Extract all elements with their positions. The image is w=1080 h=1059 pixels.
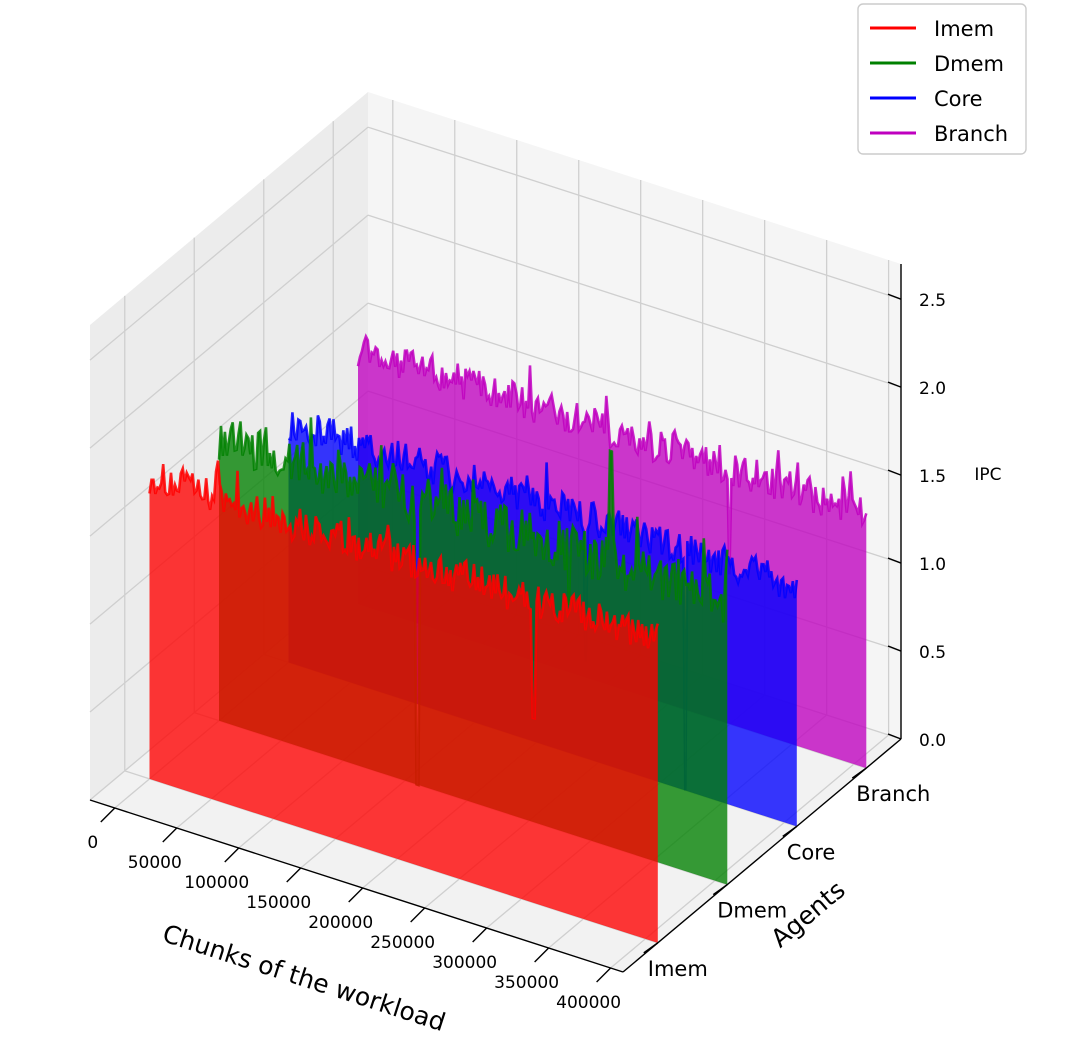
x-tick-label: 400000 [556, 993, 621, 1013]
x-tick-mark [410, 907, 426, 923]
z-tick-mark [887, 469, 902, 476]
legend-label: Branch [934, 122, 1008, 146]
z-tick-label: 2.5 [919, 291, 946, 311]
x-tick-label: 250000 [370, 933, 435, 953]
legend-label: Dmem [934, 52, 1004, 76]
agent-axis-line [622, 738, 902, 973]
x-tick-mark [596, 967, 612, 983]
series-layer [148, 333, 868, 943]
x-tick-label: 300000 [432, 953, 497, 973]
series-line-branch [356, 333, 868, 575]
agent-tick-mark [782, 825, 798, 837]
x-tick-label: 0 [87, 833, 98, 853]
left-gridline-z [89, 126, 369, 361]
x-tick-label: 350000 [494, 973, 559, 993]
z-axis-title: IPC [974, 465, 1001, 485]
legend-box [857, 3, 1027, 155]
agent-tick-label: Core [787, 840, 836, 864]
series-line-core [288, 412, 799, 791]
legend-label: Imem [934, 17, 994, 41]
agent-tick-label: Branch [856, 782, 930, 806]
back-gridline-z [367, 214, 902, 388]
x-tick-mark [534, 947, 550, 963]
x-axis-line [89, 799, 624, 973]
agent-tick-mark [643, 942, 659, 954]
back-gridline-z [367, 302, 902, 476]
series-fill-imem [149, 460, 658, 943]
z-tick-label: 2.0 [919, 379, 946, 399]
x-tick-mark [286, 867, 302, 883]
x-tick-label: 150000 [246, 893, 311, 913]
z-tick-mark [887, 557, 902, 564]
z-tick-label: 1.0 [919, 555, 946, 575]
x-tick-mark [472, 927, 488, 943]
back-gridline-z [367, 126, 902, 300]
z-tick-mark [887, 733, 902, 740]
z-tick-label: 0.5 [919, 643, 946, 663]
z-tick-label: 1.5 [919, 467, 946, 487]
series-line-imem [148, 460, 660, 721]
z-tick-mark [887, 645, 902, 652]
series-line-dmem [217, 417, 729, 787]
x-tick-label: 50000 [128, 853, 182, 873]
z-tick-label: 0.0 [919, 731, 946, 751]
agent-tick-mark [712, 884, 728, 896]
left-gridline-z [89, 302, 369, 537]
z-tick-mark [887, 381, 902, 388]
x-tick-mark [224, 847, 240, 863]
x-tick-mark [162, 827, 178, 843]
x-tick-mark [348, 887, 364, 903]
legend: Imem Dmem Core Branch [857, 3, 1027, 155]
x-tick-label: 200000 [308, 913, 373, 933]
agent-tick-label: Imem [648, 957, 708, 981]
z-tick-mark [887, 293, 902, 300]
agent-tick-label: Dmem [717, 899, 787, 923]
legend-label: Core [934, 87, 983, 111]
left-gridline-z [89, 214, 369, 449]
agent-tick-mark [851, 767, 867, 779]
x-tick-label: 100000 [184, 873, 249, 893]
x-tick-mark [100, 807, 116, 823]
